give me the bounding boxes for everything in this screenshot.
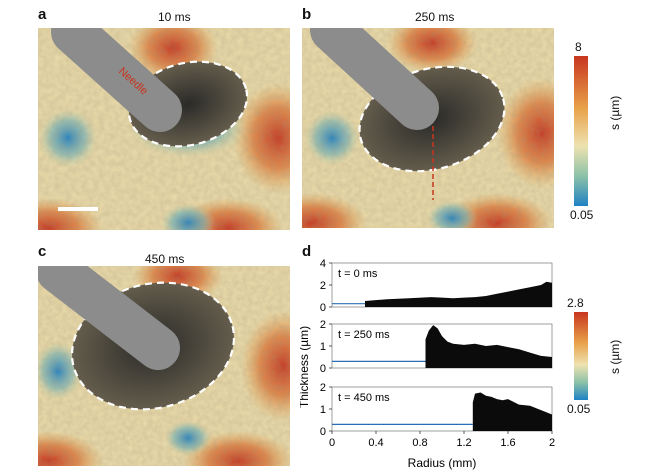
x-tick-label: 0.8 xyxy=(412,437,427,449)
subplot-label: t = 250 ms xyxy=(338,329,390,341)
x-axis-label: Radius (mm) xyxy=(408,456,477,470)
y-tick-label: 1 xyxy=(320,404,326,416)
panel-c-title: 450 ms xyxy=(145,252,185,266)
colorbar-top xyxy=(574,56,588,206)
colorbar-top-max: 8 xyxy=(575,40,582,54)
y-tick-label: 2 xyxy=(320,382,326,394)
subplot-label: t = 450 ms xyxy=(338,392,390,404)
colorbar-bottom xyxy=(574,312,588,400)
colorbar-bottom-label: s (µm) xyxy=(608,339,622,374)
x-tick-label: 0 xyxy=(329,437,335,449)
y-tick-label: 0 xyxy=(320,363,326,375)
x-tick-label: 1.2 xyxy=(456,437,471,449)
panel-a-title: 10 ms xyxy=(158,10,191,24)
y-tick-label: 0 xyxy=(320,302,326,314)
x-tick-label: 1.6 xyxy=(500,437,515,449)
scale-bar xyxy=(58,207,98,211)
subplot-label: t = 0 ms xyxy=(338,268,378,280)
x-tick-label: 0.4 xyxy=(368,437,383,449)
thickness-area xyxy=(472,392,552,431)
panel-b-title: 250 ms xyxy=(415,10,455,24)
colorbar-top-min: 0.05 xyxy=(570,208,594,222)
y-tick-label: 2 xyxy=(320,280,326,292)
thickness-area xyxy=(365,281,552,307)
y-axis-label: Thickness (µm) xyxy=(300,326,311,408)
panel-a-letter: a xyxy=(38,6,47,23)
colorbar-top-label: s (µm) xyxy=(608,95,622,130)
panel-d-chart: Thickness (µm) Radius (mm) t = 0 ms 0 2 4 t … xyxy=(300,258,555,470)
y-tick-label: 0 xyxy=(320,426,326,438)
colorbar-bottom-max: 2.8 xyxy=(567,296,584,310)
thickness-area xyxy=(425,325,552,368)
panel-c-image xyxy=(38,266,290,466)
y-tick-label: 1 xyxy=(320,341,326,353)
panel-c-letter: c xyxy=(38,243,47,260)
panel-b-letter: b xyxy=(302,6,312,23)
colorbar-bottom-min: 0.05 xyxy=(567,402,591,416)
panel-b-image xyxy=(302,28,554,228)
y-tick-label: 4 xyxy=(320,258,326,270)
y-tick-label: 2 xyxy=(320,319,326,331)
x-tick-label: 2 xyxy=(549,437,555,449)
panel-d-letter: d xyxy=(302,243,312,260)
panel-a-image: Needle xyxy=(38,28,290,230)
